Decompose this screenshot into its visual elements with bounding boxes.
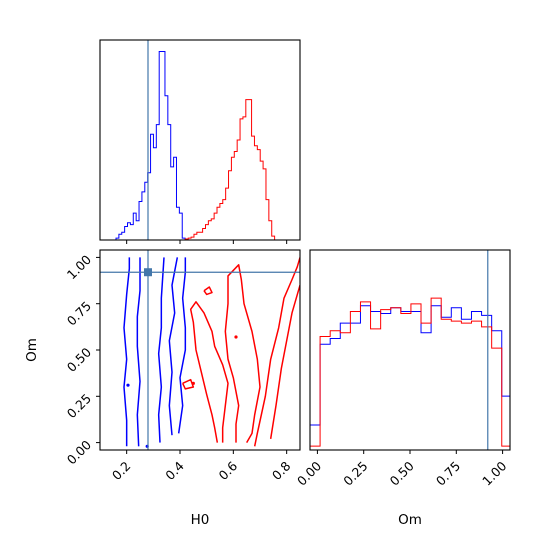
- contour-red: [224, 264, 261, 443]
- x-axis-label: Om: [398, 512, 422, 528]
- x-tick-label: 0.00: [294, 458, 324, 488]
- axes-frame: [99, 39, 301, 241]
- histogram-layer: [115, 40, 276, 240]
- h0-marginal-panel: [99, 39, 301, 244]
- y-tick-label: 1.00: [64, 252, 94, 282]
- x-axis-label: H0: [191, 512, 210, 528]
- contour-point-red: [234, 335, 238, 339]
- axes-frame: [99, 249, 301, 451]
- contour-red: [253, 257, 300, 447]
- truth-marker: [144, 268, 152, 277]
- y-tick-label: 0.75: [64, 298, 94, 328]
- y-tick-label: 0.50: [64, 344, 94, 374]
- h0-histogram-blue: [115, 51, 186, 240]
- y-tick-label: 0.25: [64, 391, 94, 421]
- axes-frame: [309, 249, 511, 451]
- contour-red: [269, 284, 300, 440]
- contour-red: [189, 301, 229, 443]
- contour-blue: [177, 257, 187, 434]
- om-marginal-panel: 0.00 0.25 0.50 0.75 1.00 Om: [294, 249, 511, 528]
- h0-histogram-red: [184, 99, 276, 240]
- x-tick-label: 1.00: [479, 458, 509, 488]
- y-axis-label: Om: [24, 338, 40, 362]
- x-tick-label: 0.8: [269, 458, 294, 483]
- x-tick-label: 0.4: [162, 458, 187, 483]
- contour-layer: [100, 250, 300, 450]
- histogram-layer: [310, 250, 510, 450]
- x-tick-label: 0.2: [109, 458, 134, 483]
- h0-om-joint-panel: 0.2 0.4 0.6 0.8 0.00 0.25 0.50 0.75 1.00 H0 Om: [24, 249, 301, 528]
- contour-blue: [136, 257, 141, 447]
- x-tick-label: 0.50: [387, 458, 417, 488]
- x-tick-label: 0.25: [340, 458, 370, 488]
- contour-point-blue: [126, 383, 130, 387]
- contour-red: [181, 378, 195, 390]
- contour-blue: [168, 257, 179, 436]
- contour-point-red: [191, 381, 195, 385]
- contour-blue: [123, 257, 131, 447]
- contour-red: [203, 286, 213, 296]
- om-histogram-red: [310, 297, 510, 450]
- y-tick-label: 0.00: [64, 437, 94, 467]
- x-tick-label: 0.75: [433, 458, 463, 488]
- contour-blue: [157, 257, 165, 443]
- x-tick-label: 0.6: [216, 458, 241, 483]
